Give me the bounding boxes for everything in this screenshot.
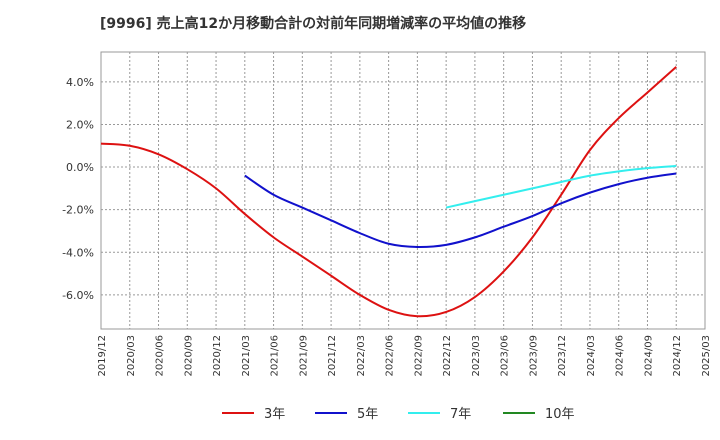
y-axis: 4.0% 2.0% 0.0% -2.0% -4.0% -6.0% [62, 76, 94, 302]
x-tick-label: 2024/06 [615, 335, 626, 377]
x-tick-label: 2020/09 [183, 335, 194, 377]
x-tick-label: 2024/12 [672, 335, 683, 377]
legend-label: 5年 [357, 407, 378, 422]
x-tick-label: 2019/12 [97, 335, 108, 377]
y-tick-label: 4.0% [66, 76, 94, 89]
legend-item-3年: 3年 [222, 407, 285, 422]
x-tick-label: 2024/09 [643, 335, 654, 377]
x-tick-label: 2022/03 [356, 335, 367, 377]
y-tick-label: -6.0% [62, 289, 94, 302]
y-tick-label: -2.0% [62, 204, 94, 217]
legend-label: 3年 [264, 407, 285, 422]
series-line-3年 [100, 66, 677, 318]
y-tick-label: 0.0% [66, 161, 94, 174]
chart-title: [9996] 売上高12か月移動合計の対前年同期増減率の平均値の推移 [100, 15, 526, 32]
x-tick-label: 2020/12 [212, 335, 223, 377]
legend: 3年 5年 7年 10年 [222, 407, 575, 422]
x-tick-label: 2023/09 [528, 335, 539, 377]
x-tick-label: 2022/06 [385, 335, 396, 377]
legend-item-7年: 7年 [408, 407, 471, 422]
series-lines [100, 66, 677, 318]
x-tick-label: 2022/12 [442, 335, 453, 377]
x-tick-label: 2020/06 [155, 335, 166, 377]
x-tick-label: 2023/06 [500, 335, 511, 377]
legend-label: 7年 [450, 407, 471, 422]
x-tick-label: 2021/03 [241, 335, 252, 377]
legend-item-5年: 5年 [315, 407, 378, 422]
x-tick-label: 2023/12 [557, 335, 568, 377]
plot-area [100, 51, 706, 330]
series-line-5年 [244, 172, 677, 248]
legend-item-10年: 10年 [503, 407, 575, 422]
x-tick-label: 2021/09 [298, 335, 309, 377]
x-tick-label: 2023/03 [471, 335, 482, 377]
x-tick-label: 2024/03 [586, 335, 597, 377]
x-tick-label: 2020/03 [126, 335, 137, 377]
y-tick-label: 2.0% [66, 118, 94, 131]
series-line-7年 [445, 164, 677, 209]
x-axis: 2019/12 2020/03 2020/06 2020/09 2020/12 2021/… [97, 335, 712, 377]
x-tick-label: 2025/03 [701, 335, 712, 377]
x-tick-label: 2021/12 [327, 335, 338, 377]
x-tick-label: 2021/06 [270, 335, 281, 377]
grid-lines [101, 52, 705, 329]
y-tick-label: -4.0% [62, 246, 94, 259]
x-tick-label: 2022/09 [413, 335, 424, 377]
legend-label: 10年 [545, 407, 575, 422]
